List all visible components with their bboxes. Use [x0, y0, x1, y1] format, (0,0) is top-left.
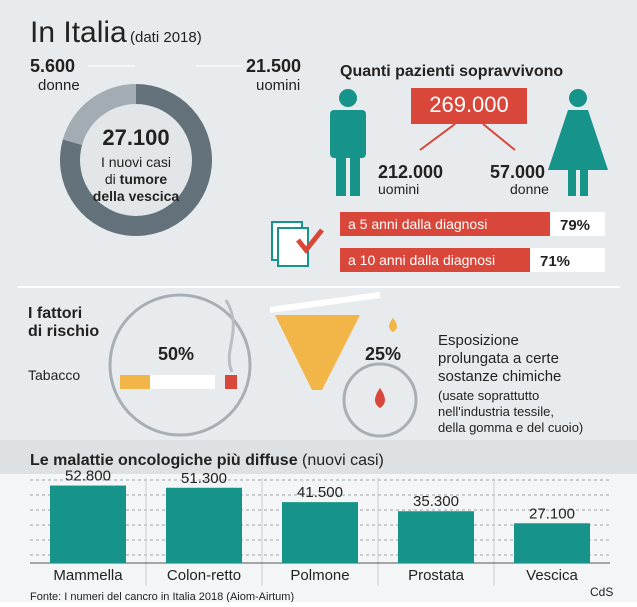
- chem-text: prolungata a certe: [438, 350, 559, 367]
- bar: [398, 511, 474, 563]
- donut-label: donne: [38, 77, 80, 94]
- survival-total: 269.000: [429, 92, 509, 117]
- survival-title: Quanti pazienti sopravvivono: [340, 63, 563, 80]
- chem-value: 25%: [365, 344, 401, 364]
- bar: [166, 488, 242, 563]
- page: In Italia (dati 2018) 5.600 donne 21.500…: [0, 0, 637, 607]
- chem-note: nell'industria tessile,: [438, 404, 554, 419]
- survival-row-value: 79%: [560, 217, 590, 234]
- value-label: 51.300: [181, 470, 227, 487]
- tobacco-label: Tabacco: [28, 367, 80, 383]
- tobacco-value: 50%: [158, 344, 194, 364]
- x-tick-label: Colon-retto: [167, 567, 241, 584]
- risk-title: I fattori: [28, 305, 82, 322]
- women-label: donne: [510, 181, 549, 197]
- caption-part: di: [105, 171, 116, 187]
- women-value: 57.000: [490, 162, 545, 182]
- bar: [50, 486, 126, 563]
- chem-text: Esposizione: [438, 332, 519, 349]
- donut-total: 27.100: [102, 125, 169, 150]
- chem-text: sostanze chimiche: [438, 368, 561, 385]
- x-tick-label: Vescica: [526, 567, 578, 584]
- bar: [514, 523, 590, 563]
- donut-label-value: 21.500: [246, 56, 301, 76]
- survival-row-label: a 5 anni dalla diagnosi: [348, 216, 487, 232]
- cigarette-tip: [225, 375, 237, 389]
- x-tick-label: Prostata: [408, 567, 465, 584]
- chart-subtitle: (nuovi casi): [302, 452, 384, 469]
- men-value: 212.000: [378, 162, 443, 182]
- donut-caption: I nuovi casi: [101, 154, 171, 170]
- bar: [282, 502, 358, 563]
- risk-title: di rischio: [28, 323, 99, 340]
- source: Fonte: I numeri del cancro in Italia 201…: [30, 591, 294, 602]
- subtitle: (dati 2018): [130, 29, 202, 46]
- survival-row-value: 71%: [540, 253, 570, 270]
- donut-caption: della vescica: [93, 188, 180, 204]
- chem-note: (usate soprattutto: [438, 388, 539, 403]
- men-label: uomini: [378, 181, 419, 197]
- cigarette-filter: [120, 375, 150, 389]
- chart-title-main: Le malattie oncologiche più diffuse: [30, 452, 298, 469]
- title: In Italia: [30, 16, 127, 49]
- value-label: 52.800: [65, 468, 111, 485]
- value-label: 27.100: [529, 505, 575, 522]
- credit: CdS: [590, 585, 613, 599]
- value-label: 35.300: [413, 493, 459, 510]
- x-tick-label: Mammella: [53, 567, 123, 584]
- x-tick-label: Polmone: [290, 567, 349, 584]
- donut-caption: di tumore: [105, 171, 167, 187]
- cigarette: [150, 375, 215, 389]
- value-label: 41.500: [297, 484, 343, 501]
- donut-label: uomini: [256, 77, 300, 94]
- chart-title: Le malattie oncologiche più diffuse (nuo…: [30, 452, 384, 469]
- infographic: In Italia (dati 2018) 5.600 donne 21.500…: [0, 0, 637, 602]
- survival-row-label: a 10 anni dalla diagnosi: [348, 252, 495, 268]
- donut-label-value: 5.600: [30, 56, 75, 76]
- caption-part: tumore: [120, 171, 168, 187]
- chem-note: della gomma e del cuoio): [438, 420, 583, 435]
